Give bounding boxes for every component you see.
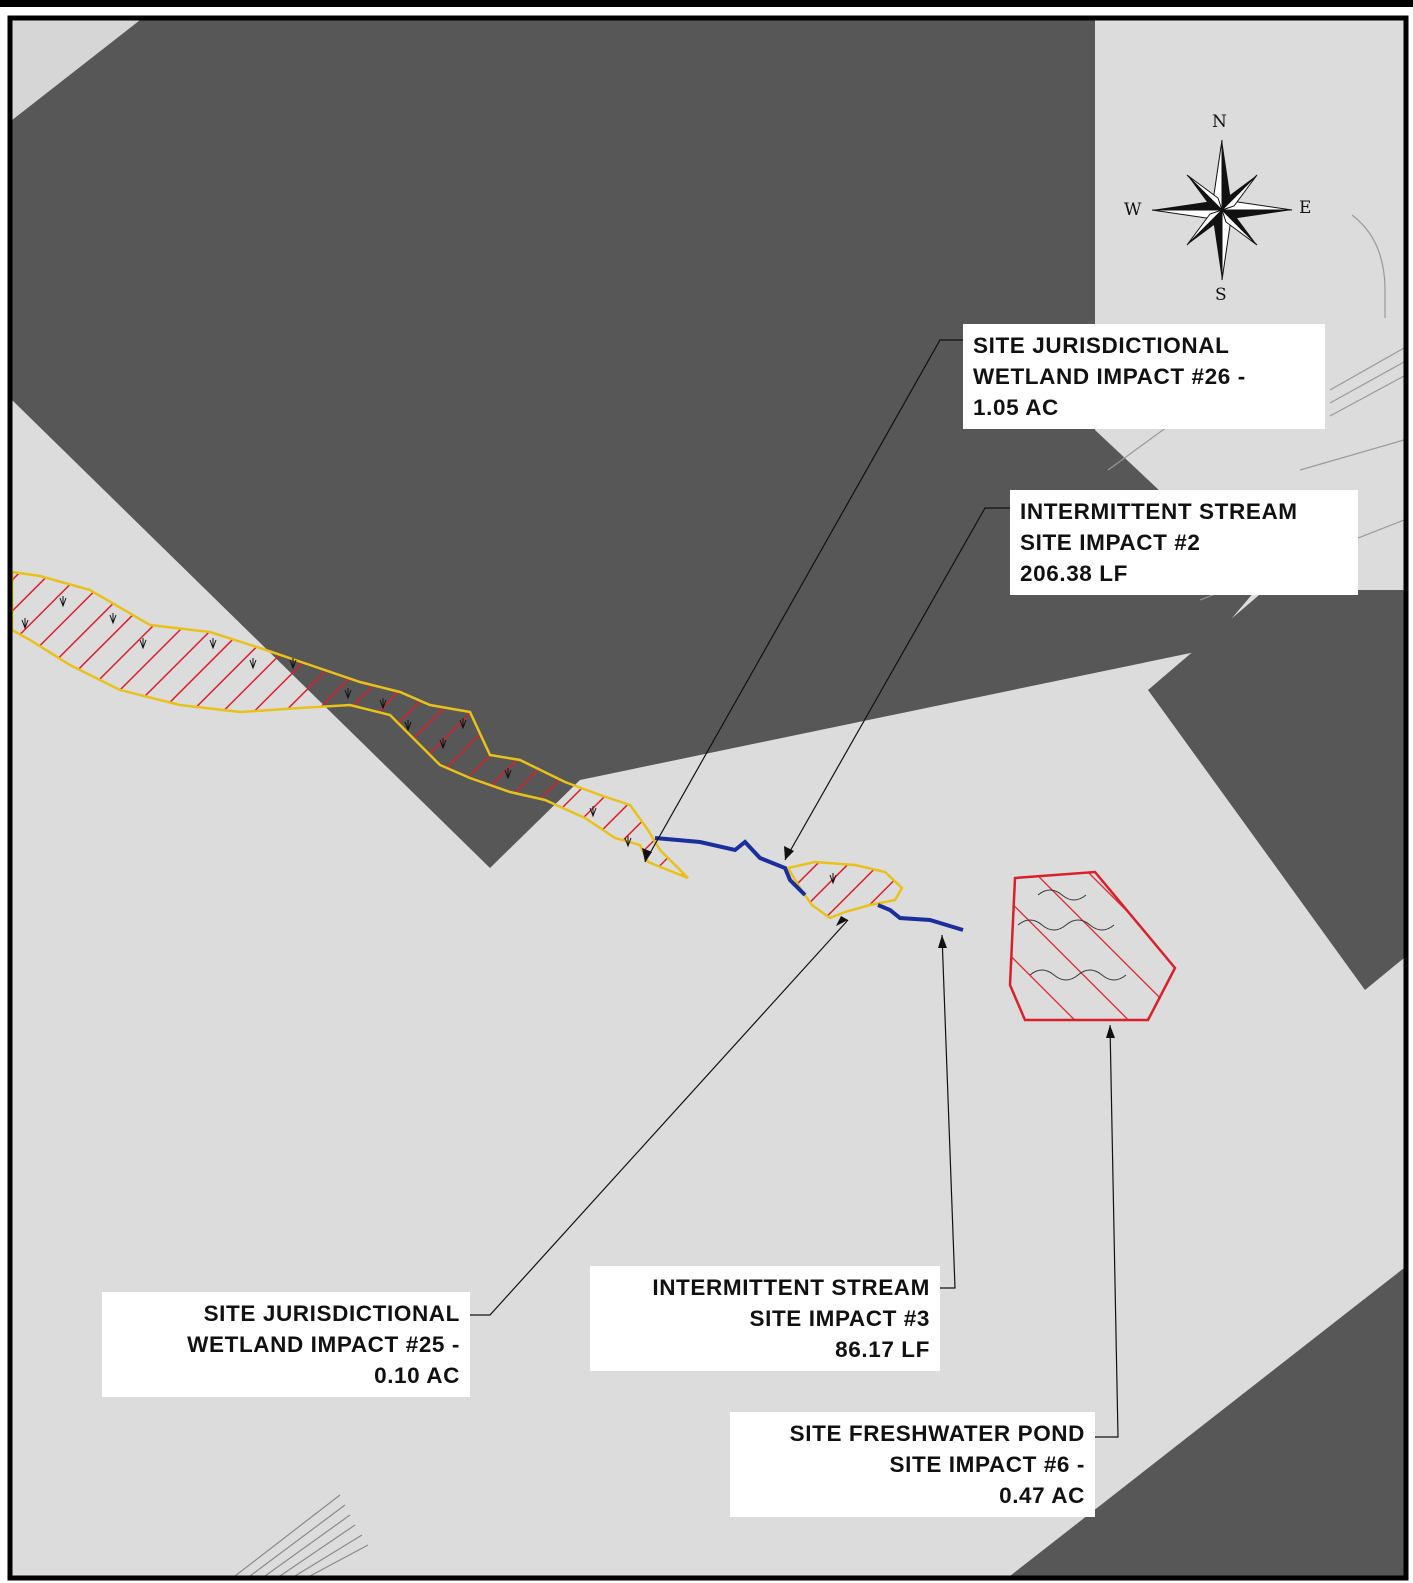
compass-rose bbox=[1151, 139, 1293, 281]
callout-line: 86.17 LF bbox=[835, 1337, 930, 1362]
map-frame bbox=[7, 15, 1409, 1581]
callout-stream-impact-2: INTERMITTENT STREAM SITE IMPACT #2 206.3… bbox=[1010, 490, 1358, 595]
compass-north-label: N bbox=[1212, 112, 1227, 132]
callout-wetland-impact-26: SITE JURISDICTIONAL WETLAND IMPACT #26 -… bbox=[963, 324, 1325, 429]
compass-west-label: W bbox=[1124, 200, 1142, 220]
stream-impact-3 bbox=[877, 903, 964, 932]
building-large bbox=[12, 20, 1260, 868]
wetland-impact-25 bbox=[786, 860, 904, 920]
callout-line: SITE IMPACT #6 - bbox=[889, 1452, 1085, 1477]
callout-line: 206.38 LF bbox=[1020, 561, 1128, 586]
callout-line: 0.10 AC bbox=[374, 1363, 460, 1388]
callout-line: 0.47 AC bbox=[999, 1483, 1085, 1508]
parking-stripes bbox=[234, 1494, 369, 1576]
building-right bbox=[1148, 590, 1404, 990]
stream-impact-2 bbox=[654, 836, 807, 897]
compass-east-label: E bbox=[1299, 198, 1312, 218]
callout-line: SITE IMPACT #3 bbox=[749, 1306, 930, 1331]
callout-line: WETLAND IMPACT #26 - bbox=[973, 364, 1246, 389]
road-strip bbox=[12, 20, 140, 120]
callout-stream-impact-3: INTERMITTENT STREAM SITE IMPACT #3 86.17… bbox=[590, 1266, 940, 1371]
callout-pond-impact-6: SITE FRESHWATER POND SITE IMPACT #6 - 0.… bbox=[730, 1412, 1095, 1517]
pond-impact-6 bbox=[1008, 870, 1177, 1022]
callout-line: SITE JURISDICTIONAL bbox=[203, 1301, 460, 1326]
callout-line: SITE JURISDICTIONAL bbox=[973, 333, 1230, 358]
callout-line: 1.05 AC bbox=[973, 395, 1059, 420]
callout-line: INTERMITTENT STREAM bbox=[1020, 499, 1298, 524]
building-bottom-right bbox=[1010, 1268, 1404, 1576]
callout-line: INTERMITTENT STREAM bbox=[652, 1275, 930, 1300]
callout-line: SITE IMPACT #2 bbox=[1020, 530, 1201, 555]
wetland-symbols bbox=[21, 596, 837, 885]
compass-south-label: S bbox=[1215, 285, 1227, 305]
pond-water-symbols bbox=[1017, 889, 1127, 981]
leader-arrowheads bbox=[642, 846, 1115, 1038]
callout-wetland-impact-25: SITE JURISDICTIONAL WETLAND IMPACT #25 -… bbox=[102, 1292, 470, 1397]
callout-line: WETLAND IMPACT #25 - bbox=[187, 1332, 460, 1357]
callout-line: SITE FRESHWATER POND bbox=[789, 1421, 1085, 1446]
leader-lines bbox=[470, 339, 1119, 1438]
wetland-impact-26 bbox=[12, 570, 689, 880]
